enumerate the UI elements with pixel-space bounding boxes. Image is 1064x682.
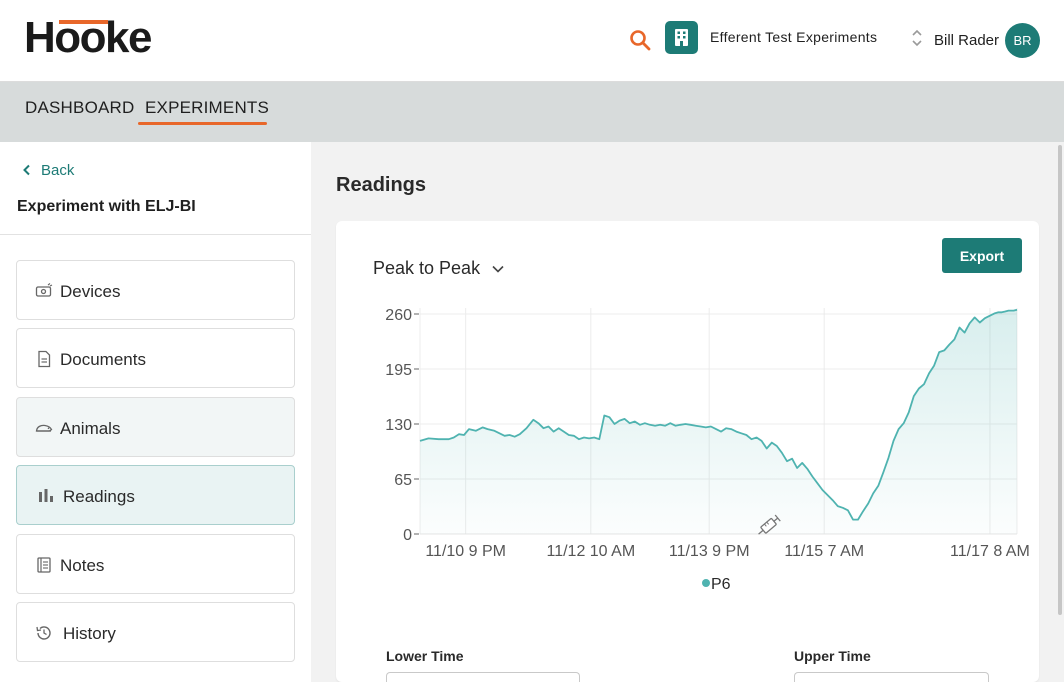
sidebar-item-label: Animals	[60, 419, 121, 438]
series-area-p6	[420, 309, 1017, 534]
x-tick-label: 11/15 7 AM	[784, 543, 864, 560]
sort-updown-icon[interactable]	[910, 27, 924, 49]
active-tab-indicator	[138, 122, 267, 125]
tab-dashboard[interactable]: DASHBOARD	[25, 98, 135, 117]
chevron-left-icon	[23, 164, 30, 176]
x-tick-label: 11/17 8 AM	[950, 543, 1030, 560]
sidebar-item-animals[interactable]: Animals	[16, 397, 295, 457]
experiment-title: Experiment with ELJ-BI	[17, 198, 196, 215]
bar-chart-icon	[39, 489, 53, 502]
page-title: Readings	[336, 174, 427, 196]
notes-icon	[37, 557, 51, 573]
top-bar: Hooke Efferent Test Experiments Bill Rad…	[0, 0, 1064, 82]
upper-time-label: Upper Time	[794, 648, 871, 664]
sidebar-item-documents[interactable]: Documents	[16, 328, 295, 388]
legend-marker-p6	[702, 579, 710, 587]
animal-icon	[35, 424, 53, 432]
upper-time-input[interactable]	[794, 672, 989, 682]
syringe-icon[interactable]	[756, 514, 781, 537]
user-name[interactable]: Bill Rader	[934, 32, 1000, 49]
back-link[interactable]: Back	[22, 162, 74, 179]
readings-card: Export Peak to Peak 0 65 130 195 260 11/10 9 …	[336, 221, 1039, 682]
legend-label-p6: P6	[711, 576, 731, 593]
main-nav: DASHBOARD EXPERIMENTS	[0, 82, 1064, 142]
sidebar-divider	[0, 234, 311, 235]
sidebar-item-label: History	[63, 624, 116, 643]
organization-name[interactable]: Efferent Test Experiments	[710, 29, 878, 45]
y-tick-label: 195	[385, 362, 412, 379]
sidebar-item-history[interactable]: History	[16, 602, 295, 662]
sidebar-item-label: Devices	[60, 282, 121, 301]
document-icon	[38, 350, 51, 368]
lower-time-input[interactable]	[386, 672, 580, 682]
history-icon	[36, 626, 51, 640]
x-tick-label: 11/13 9 PM	[669, 543, 750, 560]
chevron-down-icon	[492, 266, 504, 273]
page-scrollbar[interactable]	[1058, 145, 1062, 615]
y-tick-label: 0	[403, 527, 412, 544]
sidebar: Back Experiment with ELJ-BI Devices Docu…	[0, 142, 311, 682]
sidebar-item-readings[interactable]: Readings	[16, 465, 295, 525]
x-tick-label: 11/10 9 PM	[425, 543, 506, 560]
sidebar-item-devices[interactable]: Devices	[16, 260, 295, 320]
y-tick-label: 65	[394, 472, 412, 489]
building-icon[interactable]	[665, 21, 698, 54]
lower-time-label: Lower Time	[386, 648, 464, 664]
building-glyph	[675, 29, 688, 46]
back-label: Back	[41, 162, 75, 179]
sidebar-item-label: Readings	[63, 487, 135, 506]
sidebar-item-label: Documents	[60, 350, 146, 369]
sidebar-item-notes[interactable]: Notes	[16, 534, 295, 594]
y-tick-label: 260	[385, 307, 412, 324]
sidebar-item-label: Notes	[60, 556, 105, 575]
readings-chart[interactable]: 0 65 130 195 260 11/10 9 PM 11/12 10 AM 11/13 9…	[336, 281, 1039, 601]
export-button[interactable]: Export	[942, 238, 1022, 273]
device-icon	[35, 283, 53, 297]
x-tick-label: 11/12 10 AM	[546, 543, 635, 560]
metric-select[interactable]: Peak to Peak	[373, 258, 505, 279]
avatar[interactable]: BR	[1005, 23, 1040, 58]
metric-select-value: Peak to Peak	[373, 258, 481, 278]
tab-experiments[interactable]: EXPERIMENTS	[145, 98, 270, 117]
logo-accent-bar	[59, 20, 108, 24]
series-line-p6	[419, 308, 1018, 521]
y-tick-label: 130	[385, 417, 412, 434]
search-icon[interactable]	[628, 28, 652, 52]
